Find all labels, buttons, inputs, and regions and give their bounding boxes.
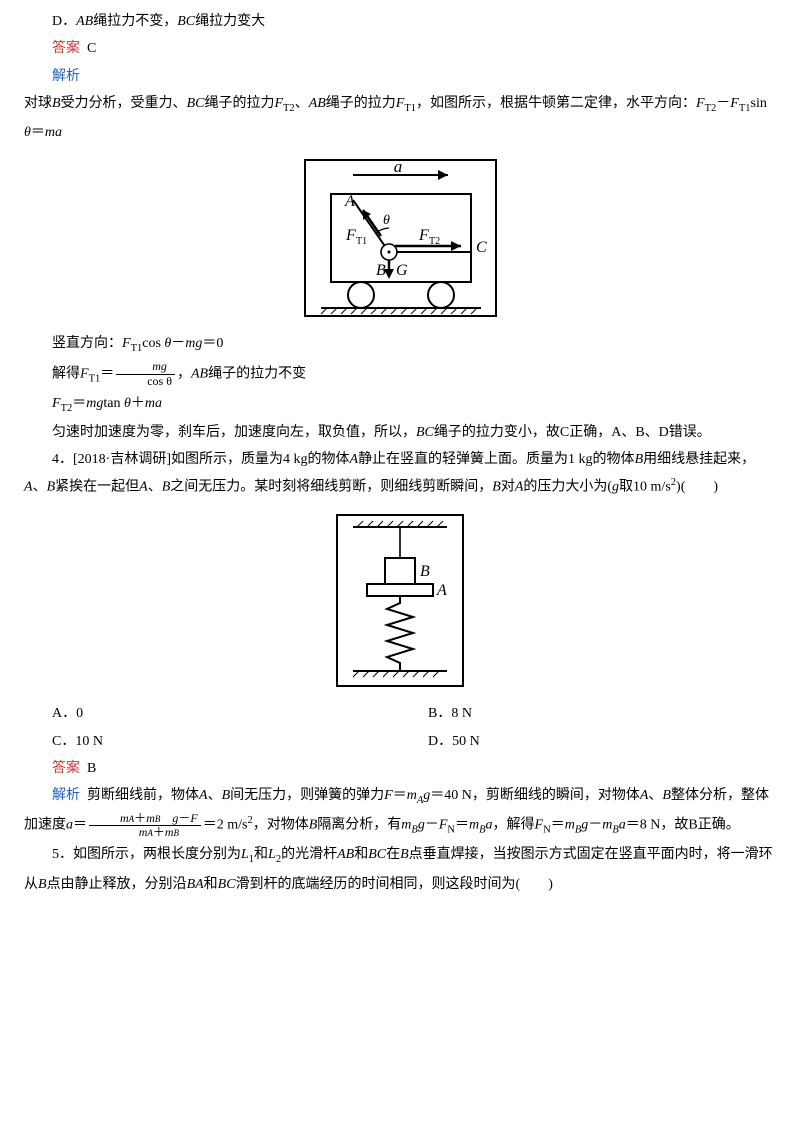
answer-4: 答案B [24, 755, 776, 782]
q4-choices-row1: A．0 B．8 N [24, 700, 776, 727]
svg-text:T2: T2 [429, 236, 440, 247]
analysis-3-line4: FT2＝mgtan θ＋ma [24, 390, 776, 419]
q4-choices-row2: C．10 N D．50 N [24, 728, 776, 755]
answer-3: 答案C [24, 35, 776, 62]
spring-diagram: B A [335, 513, 465, 688]
figure-1: a A F T1 F T2 C θ B G [24, 158, 776, 318]
option-d: D．AB绳拉力不变，BC绳拉力变大 [24, 8, 776, 35]
question-4: 4．[2018·吉林调研]如图所示，质量为4 kg的物体A静止在竖直的轻弹簧上面… [24, 446, 776, 501]
analysis-4: 解析剪断细线前，物体A、B间无压力，则弹簧的弹力F＝mAg＝40 N，剪断细线的… [24, 782, 776, 841]
analysis-3-line2: 竖直方向：FT1cos θ－mg＝0 [24, 330, 776, 359]
svg-text:G: G [396, 262, 408, 279]
figure-2: B A [24, 513, 776, 688]
svg-text:F: F [345, 227, 356, 244]
analysis-3-line3: 解得FT1＝mgcos θ，AB绳子的拉力不变 [24, 360, 776, 390]
svg-text:A: A [344, 193, 355, 210]
q4-option-a: A．0 [24, 700, 400, 727]
cart-diagram: a A F T1 F T2 C θ B G [303, 158, 498, 318]
fraction-1: mgcos θ [116, 360, 175, 389]
svg-text:F: F [418, 227, 429, 244]
svg-text:θ: θ [383, 213, 390, 228]
analysis-3-label: 解析 [24, 63, 776, 90]
q4-option-b: B．8 N [400, 700, 776, 727]
svg-text:B: B [376, 262, 386, 279]
svg-text:A: A [436, 582, 447, 599]
svg-text:T1: T1 [356, 236, 367, 247]
analysis-3-line1: 对球B受力分析，受重力、BC绳子的拉力FT2、AB绳子的拉力FT1，如图所示，根… [24, 90, 776, 147]
question-5: 5．如图所示，两根长度分别为L1和L2的光滑杆AB和BC在B点垂直焊接，当按图示… [24, 841, 776, 898]
q4-option-c: C．10 N [24, 728, 400, 755]
q4-option-d: D．50 N [400, 728, 776, 755]
fraction-2: mA＋mB g－FmA＋mB [89, 812, 201, 841]
svg-text:C: C [476, 239, 487, 256]
svg-text:a: a [393, 158, 402, 176]
analysis-3-line5: 匀速时加速度为零，刹车后，加速度向左，取负值，所以，BC绳子的拉力变小，故C正确… [24, 419, 776, 446]
svg-text:B: B [420, 563, 430, 580]
